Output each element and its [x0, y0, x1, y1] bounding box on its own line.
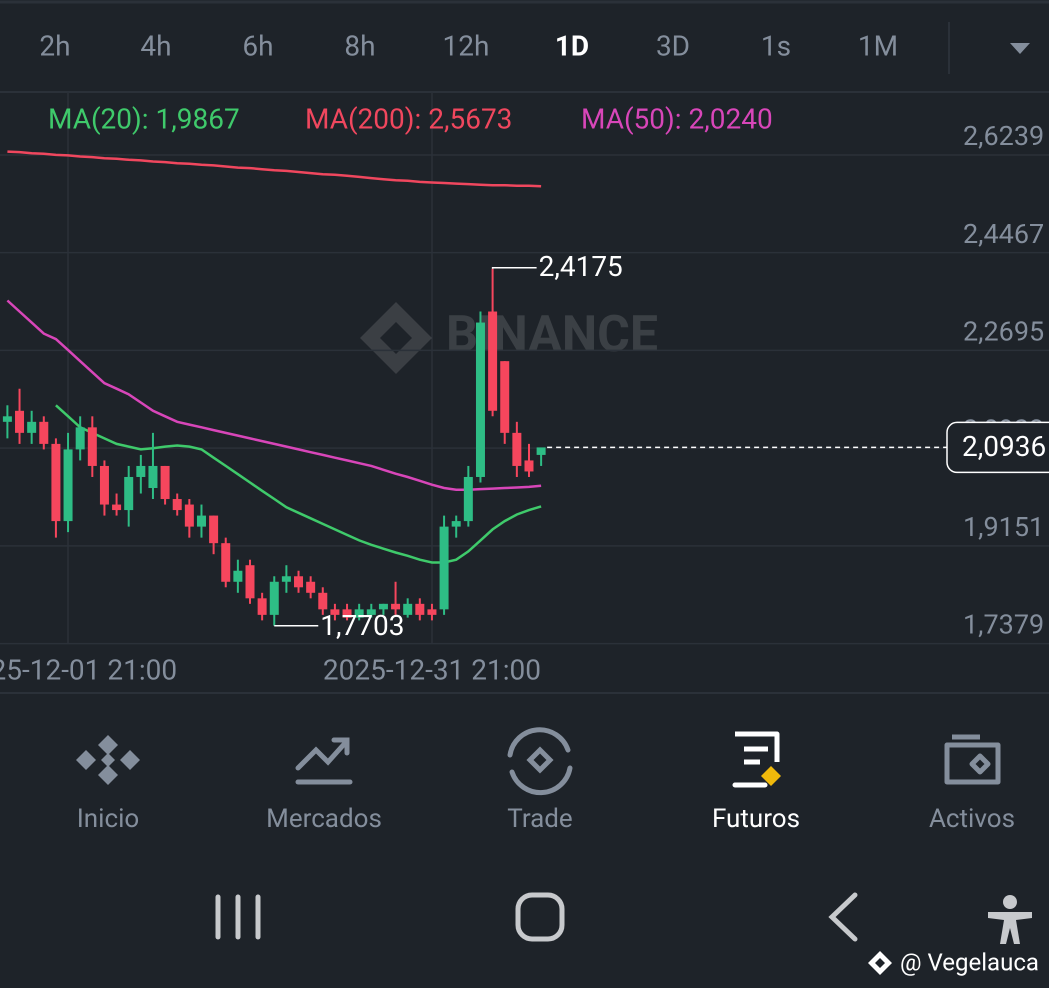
- legend-entry: MA(200): 2,5673: [305, 102, 512, 135]
- timeframe-tab[interactable]: 3D: [656, 29, 690, 62]
- candle-body: [306, 581, 316, 593]
- candle-body: [488, 311, 498, 411]
- candle-body: [475, 322, 485, 477]
- high-leader: [491, 267, 537, 269]
- nav-label[interactable]: Futuros: [712, 804, 800, 834]
- x-tick-label: 2025-12-31 21:00: [323, 653, 541, 686]
- icon-mercados[interactable]: [295, 737, 353, 785]
- legend-entry: MA(20): 1,9867: [48, 102, 240, 135]
- candle-body: [99, 465, 109, 505]
- timeframe-tab[interactable]: 2h: [39, 29, 70, 62]
- candle-body: [15, 410, 25, 433]
- candle-body: [27, 421, 37, 433]
- candle-body: [536, 447, 546, 455]
- candle-body: [439, 526, 449, 610]
- candle-body: [233, 570, 243, 582]
- candle-body: [39, 421, 49, 444]
- candle-body: [342, 609, 352, 618]
- y-tick-label: 2,2695: [963, 316, 1044, 348]
- low-annotation: 1,7703: [320, 609, 404, 642]
- icon-inicio[interactable]: [76, 735, 140, 785]
- y-tick-label: 1,7379: [963, 609, 1044, 641]
- candle-body: [196, 515, 206, 527]
- nav-label[interactable]: Mercados: [266, 804, 382, 834]
- credit-logo: [868, 951, 892, 975]
- y-tick-label: 2,4467: [963, 218, 1044, 250]
- last-price-label: 2,0936: [962, 430, 1046, 463]
- candle-body: [330, 609, 340, 615]
- candle-body: [221, 543, 231, 582]
- candle-body: [318, 592, 328, 610]
- candle-body: [184, 504, 194, 527]
- candle-body: [451, 521, 461, 527]
- candle-body: [51, 443, 61, 522]
- candle-body: [124, 476, 134, 511]
- icon-trade[interactable]: [507, 727, 573, 796]
- ma-line: [7, 150, 542, 188]
- candle-body: [136, 465, 146, 477]
- timeframe-tab[interactable]: 4h: [140, 29, 171, 62]
- candle-body: [391, 603, 401, 610]
- timeframe-tab[interactable]: 1s: [761, 29, 791, 62]
- timeframe-tab[interactable]: 6h: [242, 29, 273, 62]
- candle-body: [160, 465, 170, 500]
- nav-label[interactable]: Activos: [929, 804, 1015, 834]
- credit: @ Vegelauca: [900, 948, 1039, 976]
- ma-line: [55, 404, 542, 564]
- watermark: [360, 302, 432, 374]
- candle-body: [366, 609, 376, 615]
- dropdown-arrow[interactable]: [1010, 43, 1030, 54]
- candle-body: [112, 504, 122, 511]
- ma-line: [6, 299, 542, 491]
- y-tick-label: 2,6239: [963, 120, 1044, 152]
- candle-body: [2, 416, 12, 422]
- candle-body: [63, 449, 73, 522]
- high-annotation: 2,4175: [539, 250, 623, 283]
- candle-body: [354, 609, 364, 618]
- candle-body: [427, 609, 437, 615]
- timeframe-tab[interactable]: 1M: [858, 29, 898, 62]
- candle-body: [524, 460, 534, 472]
- candle-body: [294, 576, 304, 588]
- candle-body: [148, 465, 158, 489]
- icon-futuros[interactable]: [732, 731, 781, 788]
- timeframe-tab[interactable]: 8h: [344, 29, 375, 62]
- accessibility-icon[interactable]: [988, 895, 1032, 944]
- candle-body: [403, 603, 413, 615]
- legend-entry: MA(50): 2,0240: [581, 102, 773, 135]
- candle-body: [463, 476, 473, 522]
- candle-body: [75, 427, 85, 450]
- icon-activos[interactable]: [944, 734, 1001, 785]
- candle-body: [245, 565, 255, 599]
- system-nav[interactable]: [215, 892, 858, 942]
- candle-body: [378, 603, 388, 610]
- candle-body: [269, 581, 279, 615]
- candle-body: [512, 432, 522, 466]
- candle-body: [500, 361, 510, 433]
- candle-body: [257, 598, 267, 615]
- x-tick-label: 2025-12-01 21:00: [0, 653, 177, 686]
- timeframe-tab[interactable]: 12h: [443, 29, 490, 62]
- candle-body: [281, 576, 291, 582]
- plot: 2,62392,44672,26952,09231,91511,73792,41…: [0, 120, 1049, 645]
- candle-body: [209, 515, 219, 544]
- candle-body: [87, 427, 97, 466]
- last-price-tag: [946, 421, 1049, 474]
- y-tick-label: 1,9151: [963, 511, 1044, 543]
- nav-label[interactable]: Trade: [507, 804, 572, 834]
- timeframe-tab[interactable]: 1D: [555, 29, 589, 62]
- candle-body: [415, 603, 425, 615]
- nav-label[interactable]: Inicio: [77, 804, 140, 834]
- candle-body: [172, 499, 182, 511]
